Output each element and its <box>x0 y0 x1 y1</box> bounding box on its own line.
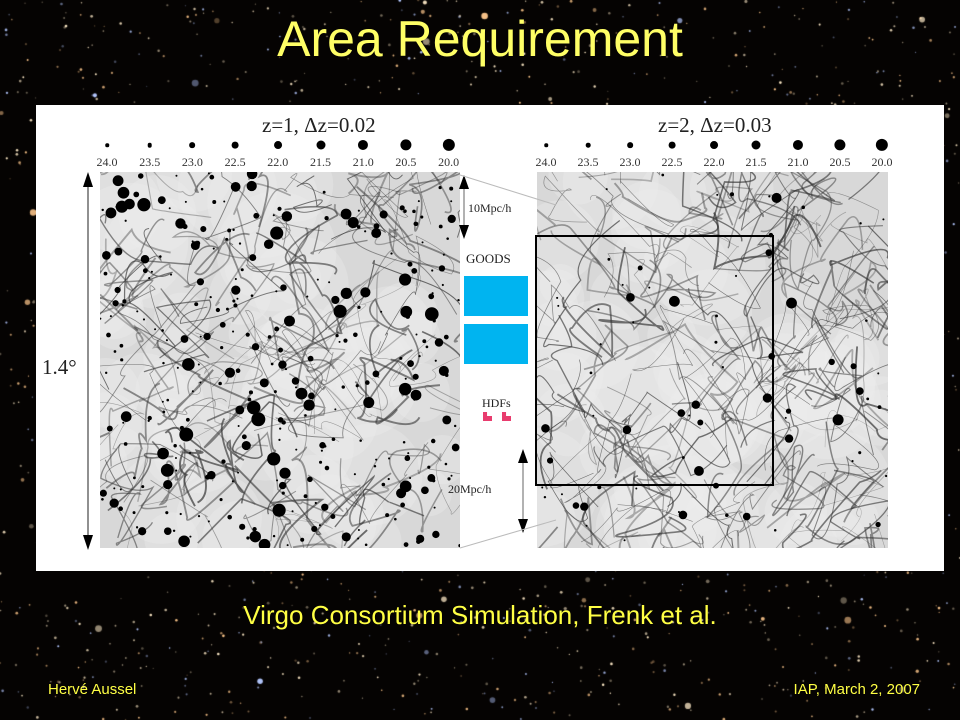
left-panel-title: z=1, Δz=0.02 <box>262 113 376 137</box>
magnitude-label: 20.5 <box>829 155 851 169</box>
magnitude-label: 22.5 <box>661 155 683 169</box>
zoom-guide-line-top <box>459 174 557 206</box>
magnitude-dot <box>710 141 718 149</box>
field-outline-box <box>535 235 774 486</box>
scale-arrow-bottom <box>518 449 528 533</box>
scale-arrow-top <box>459 175 469 239</box>
magnitude-label: 21.5 <box>310 155 331 169</box>
slide-caption: Virgo Consortium Simulation, Frenk et al… <box>243 600 717 630</box>
magnitude-dot <box>105 143 109 147</box>
goods-field-2 <box>464 324 528 364</box>
goods-label: GOODS <box>466 251 511 266</box>
hdf-north-field <box>483 412 492 421</box>
magnitude-label: 23.5 <box>139 155 161 169</box>
magnitude-dot <box>668 141 676 149</box>
magnitude-dot <box>273 141 282 149</box>
magnitude-dot <box>875 138 889 152</box>
magnitude-label: 21.0 <box>787 155 809 169</box>
magnitude-label: 21.5 <box>745 155 767 169</box>
magnitude-dot <box>400 139 412 151</box>
magnitude-dot <box>358 139 369 151</box>
magnitude-label: 23.0 <box>181 155 203 169</box>
magnitude-label: 23.5 <box>577 155 599 169</box>
angular-size-arrow <box>83 172 93 550</box>
magnitude-label: 20.0 <box>438 155 460 169</box>
left-simulation-image <box>100 172 460 548</box>
scale-label-bottom: 20Mpc/h <box>448 482 492 496</box>
zoom-guide-line-bottom <box>459 519 557 549</box>
magnitude-label: 20.5 <box>395 155 417 169</box>
magnitude-dot <box>627 142 633 148</box>
footer-venue-date: IAP, March 2, 2007 <box>793 681 920 698</box>
magnitude-label: 22.5 <box>224 155 246 169</box>
magnitude-dot <box>231 141 239 149</box>
magnitude-label: 20.0 <box>871 155 893 169</box>
cosmic-web-render <box>100 172 460 548</box>
angular-size-label: 1.4° <box>42 355 77 379</box>
hdfs-label: HDFs <box>482 396 511 410</box>
magnitude-label: 24.0 <box>96 155 118 169</box>
magnitude-label: 23.0 <box>619 155 641 169</box>
figure-annotations <box>83 172 774 550</box>
simulation-figure: z=1, Δz=0.02 z=2, Δz=0.03 24.0 23.5 23.0 22… <box>36 105 944 571</box>
magnitude-dot <box>147 142 152 148</box>
magnitude-dot <box>189 142 196 148</box>
footer-author: Hervé Aussel <box>48 681 137 698</box>
goods-field-1 <box>464 276 528 316</box>
slide-title: Area Requirement <box>277 11 683 67</box>
magnitude-dot <box>442 138 455 152</box>
right-panel-title: z=2, Δz=0.03 <box>658 113 772 137</box>
scale-label-top: 10Mpc/h <box>468 201 512 215</box>
magnitude-dot <box>792 139 804 151</box>
magnitude-dot <box>544 143 548 147</box>
magnitude-dot <box>316 140 325 150</box>
magnitude-label: 22.0 <box>267 155 289 169</box>
magnitude-dot <box>585 142 591 148</box>
magnitude-label: 22.0 <box>703 155 725 169</box>
magnitude-label: 24.0 <box>535 155 557 169</box>
hdf-south-field <box>502 412 511 421</box>
magnitude-dot <box>751 140 761 150</box>
magnitude-dot <box>834 139 846 151</box>
magnitude-label: 21.0 <box>352 155 374 169</box>
